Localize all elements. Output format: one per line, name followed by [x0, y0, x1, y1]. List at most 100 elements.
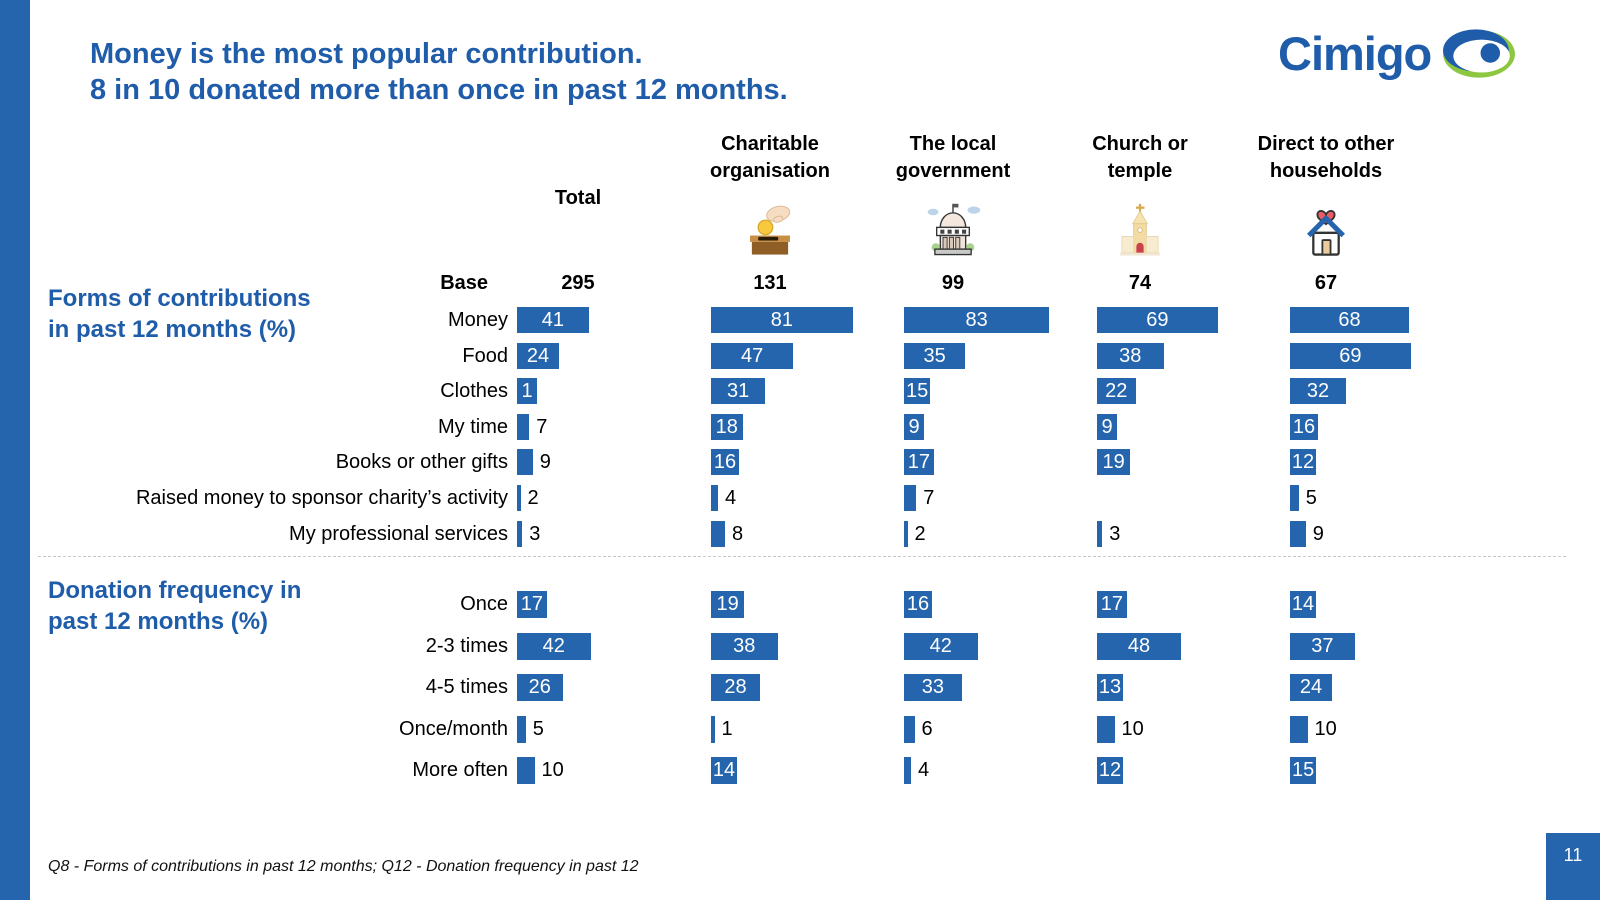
value-bar: 38: [711, 633, 778, 660]
row-label: Books or other gifts: [335, 451, 508, 473]
value-bar: 32: [1290, 378, 1346, 404]
value-bar: 14: [711, 757, 737, 784]
bar-value-label: 69: [1339, 345, 1362, 367]
base-value-total: 295: [561, 272, 595, 294]
bar-value-label: 7: [536, 416, 548, 438]
value-bar: [904, 485, 917, 511]
bar-value-label: 48: [1127, 635, 1151, 657]
value-bar: [904, 716, 915, 743]
base-row-label: Base: [440, 272, 488, 294]
value-bar: 12: [1097, 757, 1123, 784]
row-label: My professional services: [289, 523, 508, 545]
bar-value-label: 32: [1306, 380, 1330, 402]
bar-value-label: 9: [908, 416, 920, 438]
bar-value-label: 16: [1292, 416, 1316, 438]
row-label: More often: [412, 759, 508, 781]
cimigo-logo-text: Cimigo: [1278, 27, 1432, 80]
bar-value-label: 37: [1311, 635, 1334, 657]
section-title-donation-frequency: Donation frequency in past 12 months (%): [48, 577, 302, 635]
value-bar: [517, 449, 533, 475]
bar-value-label: 15: [1292, 759, 1315, 781]
bar-value-label: 6: [921, 718, 933, 740]
value-bar: 41: [517, 307, 589, 333]
value-bar: 16: [711, 449, 739, 475]
church-icon: [1111, 202, 1169, 260]
cimigo-logo: Cimigo: [1278, 26, 1517, 81]
value-bar: [517, 757, 535, 784]
bar-value-label: 19: [716, 593, 739, 615]
value-bar: 15: [1290, 757, 1317, 784]
bar-value-label: 5: [532, 718, 544, 740]
row-label: Raised money to sponsor charity’s activi…: [135, 487, 508, 509]
bar-value-label: 14: [712, 759, 736, 781]
bar-value-label: 83: [965, 309, 988, 331]
value-bar: [904, 521, 908, 547]
bar-value-label: 17: [907, 451, 931, 473]
column-header-local-government: The local government: [895, 133, 1011, 182]
value-bar: 18: [711, 414, 743, 440]
value-bar: 35: [904, 343, 966, 369]
donation-box-icon: [741, 202, 799, 260]
bar-value-label: 12: [1098, 759, 1122, 781]
value-bar: 19: [1097, 449, 1131, 475]
value-bar: 15: [904, 378, 931, 404]
left-accent-strip: [0, 0, 30, 900]
bar-value-label: 28: [724, 676, 747, 698]
bar-value-label: 17: [1100, 593, 1124, 615]
value-bar: [517, 521, 523, 547]
value-bar: 47: [711, 343, 794, 369]
bar-value-label: 47: [741, 345, 764, 367]
bar-value-label: 3: [529, 523, 541, 545]
bar-value-label: 35: [923, 345, 946, 367]
bar-value-label: 10: [1314, 718, 1337, 740]
bar-value-label: 15: [906, 380, 929, 402]
bar-value-label: 10: [1121, 718, 1144, 740]
value-bar: [711, 485, 718, 511]
government-building-icon: [924, 202, 982, 260]
bar-value-label: 31: [727, 380, 750, 402]
value-bar: 22: [1097, 378, 1136, 404]
bar-value-label: 9: [1101, 416, 1113, 438]
value-bar: 16: [904, 591, 932, 618]
bar-value-label: 38: [1119, 345, 1142, 367]
row-label: Clothes: [440, 380, 508, 402]
base-value-church: 74: [1128, 272, 1152, 294]
bar-value-label: 8: [732, 523, 744, 545]
value-bar: 42: [517, 633, 591, 660]
bar-value-label: 2: [914, 523, 926, 545]
value-bar: 28: [711, 674, 760, 701]
row-label: 4-5 times: [425, 676, 508, 698]
bar-value-label: 81: [770, 309, 794, 331]
bar-value-label: 18: [715, 416, 738, 438]
value-bar: 14: [1290, 591, 1316, 618]
row-label: Money: [447, 309, 508, 331]
bar-value-label: 16: [713, 451, 737, 473]
cimigo-eye-icon: [1443, 28, 1516, 78]
bar-value-label: 5: [1305, 487, 1317, 509]
value-bar: [711, 521, 725, 547]
bar-value-label: 33: [921, 676, 945, 698]
bar-value-label: 19: [1102, 451, 1125, 473]
bar-value-label: 12: [1291, 451, 1315, 473]
bar-value-label: 42: [929, 635, 952, 657]
section-title-forms-of-contributions: Forms of contributions in past 12 months…: [48, 285, 311, 343]
row-label: My time: [438, 416, 508, 438]
bar-value-label: 26: [528, 676, 551, 698]
value-bar: 9: [904, 414, 924, 440]
bar-value-label: 7: [923, 487, 935, 509]
bar-value-label: 68: [1338, 309, 1361, 331]
page-title: Money is the most popular contribution. …: [90, 38, 788, 106]
bar-value-label: 14: [1291, 593, 1315, 615]
column-header-total: Total: [554, 187, 602, 209]
value-bar: 1: [517, 378, 537, 404]
value-bar: 33: [904, 674, 962, 701]
column-header-charitable-organisation: Charitable organisation: [709, 133, 830, 182]
value-bar: 13: [1097, 674, 1123, 701]
value-bar: [1097, 521, 1103, 547]
bar-value-label: 42: [542, 635, 565, 657]
value-bar: 17: [517, 591, 547, 618]
value-bar: [904, 757, 911, 784]
value-bar: [1290, 485, 1299, 511]
column-header-direct-to-households: Direct to other households: [1257, 133, 1395, 182]
